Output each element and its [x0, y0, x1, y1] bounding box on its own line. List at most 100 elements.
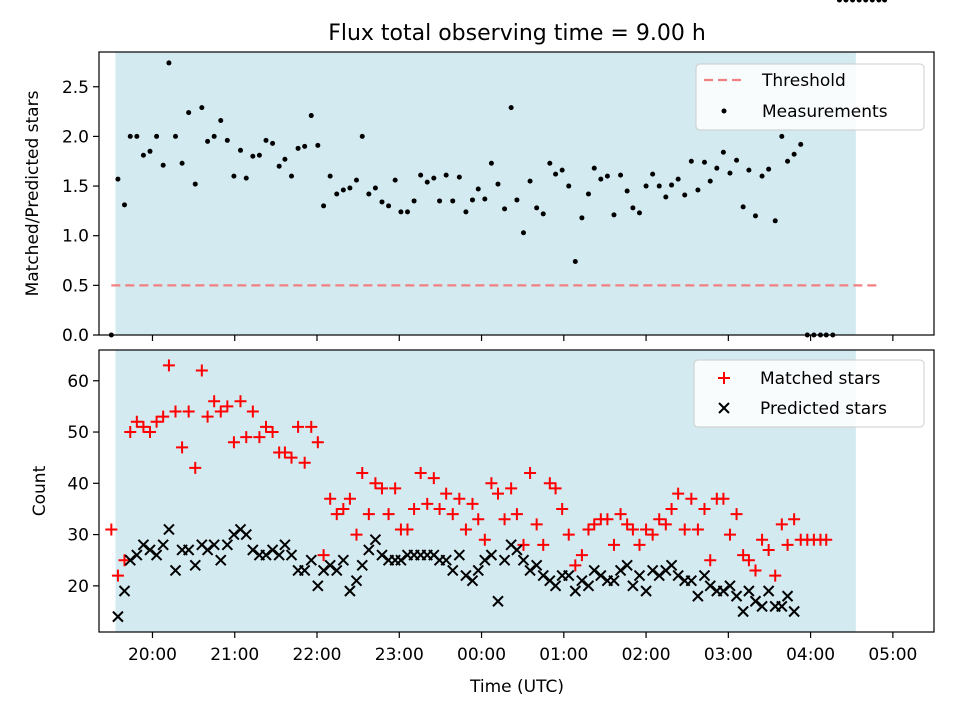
predicted-point — [131, 549, 143, 561]
predicted-point — [376, 549, 388, 561]
ratio-y-tick-label: 1.5 — [62, 177, 89, 197]
matched-point — [691, 523, 704, 536]
predicted-point — [285, 549, 298, 561]
measurement-point — [398, 209, 404, 215]
measurement-point — [850, 0, 856, 3]
predicted-point — [150, 549, 163, 561]
ratio-y-tick-label: 0.0 — [62, 326, 89, 346]
predicted-point — [447, 564, 459, 577]
count-y-tick-label: 20 — [67, 577, 89, 597]
matched-point — [478, 533, 491, 546]
predicted-point — [492, 595, 504, 607]
predicted-point — [704, 580, 716, 592]
predicted-point — [247, 544, 259, 556]
predicted-point — [144, 544, 156, 556]
predicted-point — [653, 569, 665, 582]
measurement-point — [334, 191, 340, 197]
predicted-point — [717, 585, 730, 597]
measurement-point — [243, 175, 249, 181]
count-x-tick-label: 05:00 — [868, 645, 917, 665]
count-y-axis-label: Count — [30, 465, 50, 516]
matched-point — [260, 420, 272, 433]
measurement-point — [321, 203, 327, 209]
predicted-point — [737, 605, 749, 618]
measurement-point — [630, 205, 636, 211]
predicted-point — [324, 559, 336, 572]
count-panel: 20 30 40 50 60 20:00 21:00 22:00 23:00 00:00 01:0… — [30, 349, 935, 697]
predicted-point — [672, 569, 684, 582]
measurement-point — [160, 162, 166, 168]
matched-point — [659, 518, 672, 531]
matched-point — [182, 405, 195, 418]
measurement-point — [585, 191, 591, 197]
measurement-point — [231, 173, 237, 179]
predicted-point — [582, 580, 595, 592]
predicted-point — [569, 585, 582, 597]
measurement-point — [295, 145, 301, 151]
matched-point — [124, 426, 137, 439]
measurement-point — [179, 160, 185, 166]
matched-point — [517, 538, 530, 551]
matched-point — [118, 554, 131, 567]
predicted-point — [460, 569, 472, 582]
matched-point — [788, 513, 801, 526]
matched-point — [485, 477, 498, 490]
matched-point — [111, 569, 124, 582]
predicted-point — [337, 554, 350, 566]
matched-point — [234, 395, 247, 408]
measurement-point — [752, 213, 758, 219]
measurement-point — [392, 177, 398, 183]
matched-point — [337, 502, 350, 515]
ratio-y-tick-label: 2.5 — [62, 78, 89, 98]
count-axes-frame — [98, 349, 935, 633]
matched-point — [762, 543, 775, 556]
predicted-point — [549, 580, 562, 592]
measurement-point — [211, 133, 217, 139]
matched-point — [717, 492, 730, 505]
measurement-point — [636, 210, 642, 216]
measurement-point — [199, 105, 205, 111]
measurement-point — [302, 143, 308, 149]
matched-point — [195, 364, 208, 377]
measurement-point — [437, 198, 443, 204]
matched-point — [440, 487, 453, 500]
matched-point — [285, 451, 298, 464]
measurement-point — [611, 212, 617, 218]
predicted-point — [537, 569, 549, 582]
predicted-point — [118, 585, 131, 597]
matched-point — [208, 395, 221, 408]
measurement-point — [418, 172, 424, 178]
matched-point — [414, 467, 427, 480]
matched-point — [292, 420, 305, 433]
predicted-point — [730, 590, 743, 602]
measurement-point — [154, 133, 160, 139]
measurement-point — [572, 259, 578, 265]
count-y-tick-label: 60 — [67, 372, 89, 392]
measurement-point — [353, 177, 359, 183]
measurement-point — [495, 181, 501, 187]
ratio-axes-frame — [98, 51, 935, 336]
predicted-point — [312, 580, 324, 592]
legend-matched-label: Matched stars — [760, 369, 880, 389]
measurement-point — [727, 170, 733, 176]
predicted-point — [479, 554, 491, 566]
matched-point — [562, 528, 575, 541]
matched-point — [781, 538, 794, 551]
predicted-point — [698, 569, 711, 582]
measurement-point — [270, 140, 276, 146]
matched-point — [543, 477, 556, 490]
predicted-points — [113, 524, 800, 623]
predicted-point — [485, 549, 498, 561]
matched-point — [389, 482, 402, 495]
matched-point — [356, 467, 369, 480]
ratio-y-axis-label: Matched/Predicted stars — [23, 90, 43, 296]
predicted-point — [331, 564, 343, 577]
matched-point — [162, 359, 175, 372]
predicted-point — [517, 554, 530, 566]
matched-point — [524, 467, 537, 480]
measurement-point — [431, 175, 437, 181]
measurement-point — [424, 179, 430, 185]
matched-point — [459, 523, 472, 536]
legend-predicted-swatch — [718, 402, 730, 414]
